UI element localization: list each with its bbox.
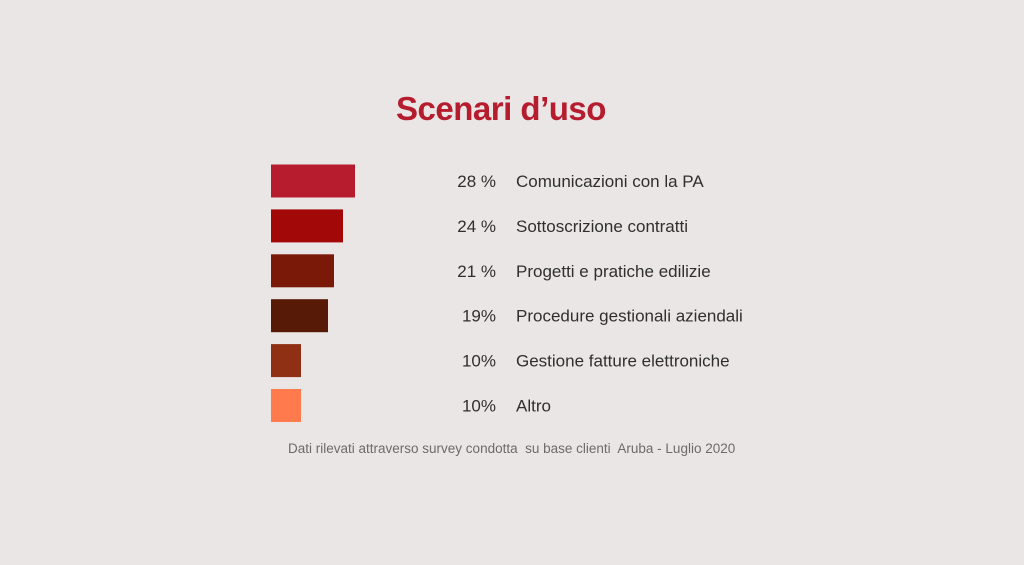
category-label-5: Gestione fatture elettroniche <box>516 352 730 371</box>
value-label-2: 24 % <box>457 217 496 236</box>
bar-3 <box>271 254 334 288</box>
category-label-4: Procedure gestionali aziendali <box>516 307 743 326</box>
bar-6 <box>271 389 301 422</box>
value-label-5: 10% <box>462 352 496 371</box>
value-label-1: 28 % <box>457 172 496 191</box>
category-label-2: Sottoscrizione contratti <box>516 217 688 236</box>
category-label-1: Comunicazioni con la PA <box>516 172 704 191</box>
bar-4 <box>271 299 328 333</box>
category-label-6: Altro <box>516 397 551 416</box>
bar-1 <box>271 164 355 198</box>
value-label-4: 19% <box>462 307 496 326</box>
chart-source-note: Dati rilevati attraverso survey condotta… <box>288 441 736 456</box>
value-label-6: 10% <box>462 397 496 416</box>
bar-5 <box>271 344 301 378</box>
value-label-3: 21 % <box>457 262 496 281</box>
category-label-3: Progetti e pratiche edilizie <box>516 262 711 281</box>
chart-title: Scenari d’uso <box>396 90 606 127</box>
bar-2 <box>271 209 343 243</box>
